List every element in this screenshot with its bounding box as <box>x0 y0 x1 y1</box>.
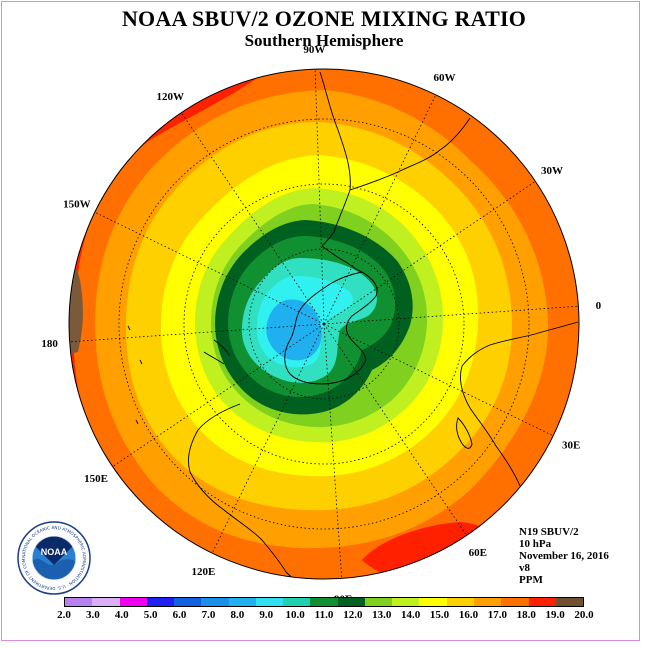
colorbar-tick-label: 10.0 <box>285 609 305 621</box>
south-america-coast <box>319 71 471 247</box>
colorbar-tick-label: 14.0 <box>401 609 421 621</box>
colorbar-segment <box>337 598 365 606</box>
colorbar-tick-labels: 2.0 3.0 4.0 5.0 6.0 7.0 8.0 9.0 10.0 11.0 12.0 13.0… <box>57 609 594 623</box>
meridian-line <box>94 211 325 325</box>
colorbar-segment <box>228 598 256 606</box>
colorbar-segment <box>419 598 447 606</box>
colorbar-segment <box>119 598 147 606</box>
colorbar-segment <box>364 598 393 606</box>
pacific-islands <box>127 325 143 425</box>
longitude-label: 30W <box>541 165 563 177</box>
meridians <box>69 69 579 579</box>
colorbar-tick-label: 15.0 <box>429 609 450 621</box>
meridian-line <box>69 323 325 343</box>
coastlines <box>127 71 579 579</box>
instrument-label: N19 SBUV/2 <box>519 526 579 538</box>
version-label: v8 <box>519 562 530 574</box>
colorbar-segment <box>255 598 284 606</box>
longitude-label: 60W <box>434 72 456 84</box>
ozone-contour-fill <box>69 69 579 579</box>
meridian-line <box>112 323 325 467</box>
colorbar-tick-label: 17.0 <box>487 609 507 621</box>
antarctica-coast <box>284 271 378 385</box>
antarctic-peninsula <box>321 245 363 273</box>
colorbar-tick-label: 12.0 <box>343 609 363 621</box>
australia-coast <box>187 403 317 579</box>
colorbar-tick-label: 7.0 <box>201 609 216 621</box>
meridian-line <box>323 305 579 325</box>
colorbar-segment <box>92 598 120 606</box>
colorbar-tick-label: 18.0 <box>516 609 536 621</box>
longitude-label: 150E <box>84 473 108 485</box>
colorbar-segment <box>65 598 93 606</box>
colorbar-tick-label: 13.0 <box>372 609 392 621</box>
colorbar-segment <box>501 598 529 606</box>
meridian-line <box>314 69 325 325</box>
colorbar-tick-label: 8.0 <box>230 609 245 621</box>
colorbar-tick-label: 11.0 <box>314 609 334 621</box>
colorbar-segment <box>174 598 202 606</box>
colorbar-segment <box>392 598 420 606</box>
map-subtitle: Southern Hemisphere <box>244 31 404 50</box>
longitude-label: 120W <box>156 91 184 103</box>
colorbar-tick-label: 2.0 <box>57 609 71 621</box>
colorbar-tick-label: 16.0 <box>458 609 479 621</box>
longitude-label: 60E <box>469 547 487 559</box>
colorbar-tick-label: 19.0 <box>545 609 565 621</box>
longitude-label: 180 <box>41 338 58 350</box>
noaa-logo: NATIONAL OCEANIC AND ATMOSPHERIC ADMINIS… <box>17 521 91 595</box>
meridian-line <box>323 323 467 536</box>
colorbar-segment <box>283 598 311 606</box>
meridian-line <box>181 112 325 325</box>
colorbar-segment <box>201 598 229 606</box>
map-title: NOAA SBUV/2 OZONE MIXING RATIO <box>121 6 527 31</box>
graticule <box>69 69 579 579</box>
latitude-circle <box>118 118 530 530</box>
colorbar-tick-label: 20.0 <box>574 609 594 621</box>
data-info-block: N19 SBUV/2 10 hPa November 16, 2016 v8 P… <box>519 526 609 586</box>
meridian-line <box>323 323 343 579</box>
longitude-label: 150W <box>63 198 91 210</box>
latitude-circle <box>248 248 400 400</box>
madagascar <box>456 417 473 449</box>
meridian-line <box>323 94 437 325</box>
colorbar-tick-label: 6.0 <box>172 609 187 621</box>
colorbar-tick-label: 4.0 <box>114 609 129 621</box>
latitude-circle <box>183 183 465 465</box>
pressure-level-label: 10 hPa <box>519 538 552 550</box>
colorbar <box>64 597 584 607</box>
map-boundary <box>68 68 580 580</box>
longitude-label: 120E <box>192 566 216 578</box>
meridian-line <box>323 323 554 437</box>
colorbar-tick-label: 5.0 <box>143 609 158 621</box>
longitude-label: 0 <box>596 300 602 312</box>
colorbar-segment <box>146 598 175 606</box>
logo-wordmark: NOAA <box>41 547 68 557</box>
meridian-line <box>323 181 536 325</box>
longitude-label: 90W <box>303 44 325 56</box>
colorbar-tick-label: 9.0 <box>259 609 274 621</box>
new-zealand <box>203 339 231 365</box>
date-label: November 16, 2016 <box>519 550 609 562</box>
africa-coast <box>459 321 579 487</box>
longitude-label: 30E <box>562 440 580 452</box>
colorbar-segment <box>446 598 474 606</box>
colorbar-segment <box>310 598 338 606</box>
colorbar-segment <box>528 598 556 606</box>
colorbar-segment <box>473 598 502 606</box>
meridian-line <box>211 323 325 554</box>
longitude-labels: 90W60W30W030E60E90E120E150E180150W120W <box>41 44 601 605</box>
colorbar-tick-label: 3.0 <box>86 609 100 621</box>
colorbar-segment <box>555 598 584 606</box>
units-label: PPM <box>519 574 543 586</box>
